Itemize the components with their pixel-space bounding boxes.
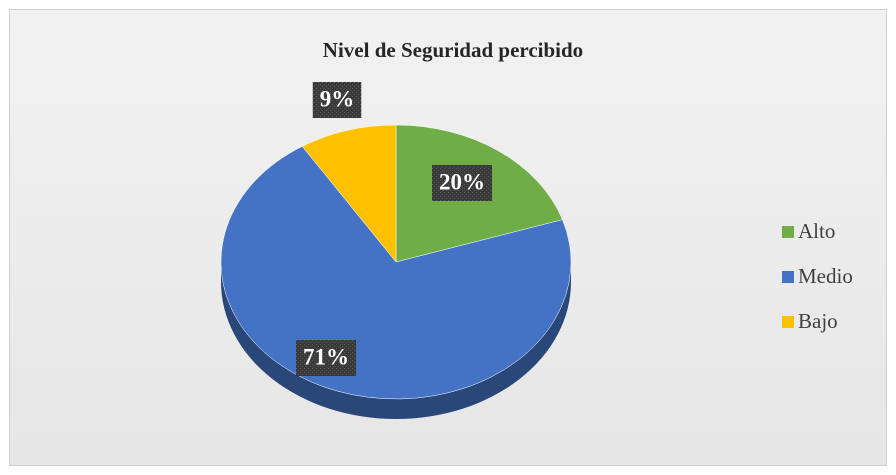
- data-label: 71%: [296, 340, 356, 376]
- data-label: 9%: [312, 82, 362, 118]
- chart-title: Nivel de Seguridad percibido: [323, 38, 583, 62]
- legend-label: Medio: [798, 264, 853, 288]
- data-label-box: [432, 165, 492, 201]
- legend-swatch: [782, 271, 794, 283]
- legend-label: Bajo: [798, 309, 838, 333]
- legend-label: Alto: [798, 219, 835, 243]
- data-label-box: [312, 82, 362, 118]
- data-label-text: 20%: [439, 169, 485, 194]
- legend-swatch: [782, 226, 794, 238]
- data-label-text: 9%: [320, 86, 355, 111]
- slice: [301, 124, 397, 263]
- slice: [220, 146, 572, 400]
- legend-swatch: [782, 316, 794, 328]
- data-label: 20%: [432, 165, 492, 201]
- data-label-text: 71%: [303, 344, 349, 369]
- data-label-box: [296, 340, 356, 376]
